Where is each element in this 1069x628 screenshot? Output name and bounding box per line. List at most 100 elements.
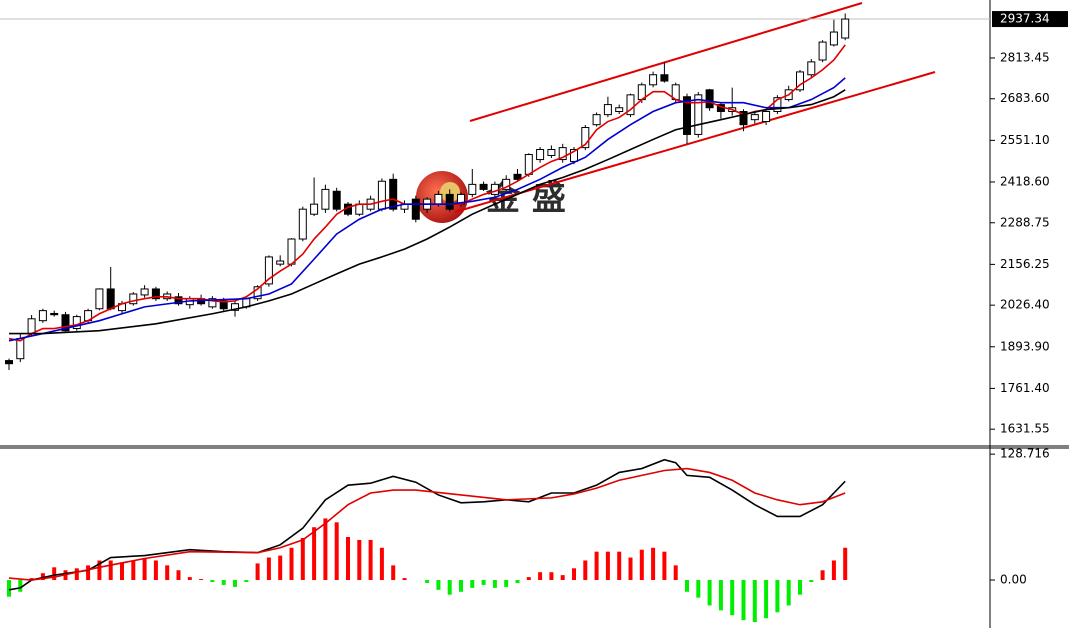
candle-body	[231, 303, 239, 311]
histogram-bar	[662, 551, 667, 581]
candle-body	[547, 149, 556, 156]
histogram-bar	[628, 557, 633, 581]
candle-body	[524, 154, 533, 175]
histogram-bar	[300, 537, 305, 581]
y-tick-label: 2288.75	[1000, 215, 1050, 229]
candle-body	[434, 193, 443, 205]
histogram-bar	[820, 570, 825, 581]
candle-body	[208, 298, 217, 308]
candle-body	[683, 96, 691, 135]
candle-body	[445, 193, 454, 210]
candle-body	[129, 293, 138, 305]
histogram-bar	[560, 575, 565, 581]
y-tick-label: 2418.60	[1000, 174, 1050, 188]
histogram-bar	[244, 580, 249, 582]
candle-body	[807, 61, 816, 76]
histogram-bar	[210, 580, 215, 582]
histogram-bar	[775, 580, 780, 613]
candle-body	[276, 260, 285, 265]
histogram-bar	[187, 577, 192, 581]
candle-body	[95, 288, 104, 310]
histogram-bar	[153, 560, 158, 581]
histogram-bar	[368, 539, 373, 581]
histogram-bar	[334, 522, 339, 581]
candle-body	[16, 338, 25, 360]
y-tick-label: 2813.45	[1000, 50, 1050, 64]
channel-lower	[454, 71, 936, 213]
candle-body	[479, 183, 488, 190]
candle-body	[61, 314, 70, 332]
histogram-bar	[470, 580, 475, 588]
candle-body	[140, 288, 149, 296]
candle-body	[264, 256, 273, 285]
y-tick-label: 1631.55	[1000, 422, 1050, 436]
histogram-bar	[312, 527, 317, 581]
candle-body	[750, 114, 759, 121]
y-tick-label: 1893.90	[1000, 339, 1050, 353]
candle-body	[490, 183, 499, 195]
histogram-bar	[492, 580, 497, 588]
candle-body	[411, 198, 420, 220]
candle-body	[377, 180, 386, 210]
histogram-bar	[481, 580, 486, 585]
candle-body	[570, 149, 578, 162]
histogram-bar	[289, 547, 294, 581]
candle-body	[219, 300, 228, 310]
histogram-bar	[266, 557, 271, 581]
candle-body	[649, 74, 658, 86]
histogram-bar	[165, 565, 170, 581]
histogram-bar	[515, 580, 520, 583]
y-tick-label: 2551.10	[1000, 133, 1050, 147]
histogram-bar	[651, 547, 656, 581]
histogram-bar	[425, 580, 430, 583]
histogram-bar	[798, 580, 802, 595]
candle-body	[818, 41, 827, 61]
histogram-bar	[255, 563, 260, 581]
candle-body	[626, 94, 635, 116]
histogram-bar	[40, 573, 45, 581]
y-tick-label: 128.716	[1000, 447, 1050, 461]
histogram-bar	[696, 580, 701, 598]
candle-body	[615, 107, 624, 113]
histogram-bar	[786, 580, 791, 606]
candle-body	[468, 183, 477, 195]
histogram-bar	[741, 580, 746, 621]
histogram-bar	[323, 518, 328, 581]
candle-body	[592, 114, 601, 126]
candle-body	[174, 296, 183, 305]
histogram-bar	[707, 580, 712, 606]
candle-body	[332, 190, 341, 210]
histogram-bar	[108, 560, 113, 581]
histogram-bar	[809, 580, 814, 582]
histogram-bar	[86, 565, 91, 581]
histogram-bar	[402, 578, 407, 581]
last-price-box	[992, 11, 1068, 28]
histogram-bar	[685, 580, 689, 592]
histogram-bar	[605, 551, 610, 581]
histogram-bar	[120, 562, 124, 581]
candle-body	[796, 71, 804, 91]
indicator-line	[8, 467, 846, 581]
candle-body	[106, 288, 115, 310]
candle-body	[298, 208, 307, 240]
histogram-bar	[504, 580, 509, 587]
histogram-bar	[131, 560, 136, 581]
candle-body	[773, 97, 782, 113]
histogram-bar	[221, 580, 226, 585]
histogram-bar	[7, 580, 11, 597]
histogram-bar	[538, 572, 543, 581]
histogram-bar	[526, 577, 531, 581]
candle-body	[536, 149, 545, 161]
histogram-bar	[278, 555, 283, 581]
histogram-bar	[583, 560, 588, 581]
candle-body	[841, 18, 850, 39]
histogram-bar	[639, 549, 644, 581]
histogram-bar	[18, 580, 23, 592]
histogram-bar	[74, 568, 79, 581]
candle-body	[310, 203, 319, 215]
candle-body	[660, 74, 669, 82]
histogram-bar	[346, 537, 350, 581]
indicator-line	[9, 89, 846, 335]
y-tick-label: 2683.60	[1000, 91, 1050, 105]
